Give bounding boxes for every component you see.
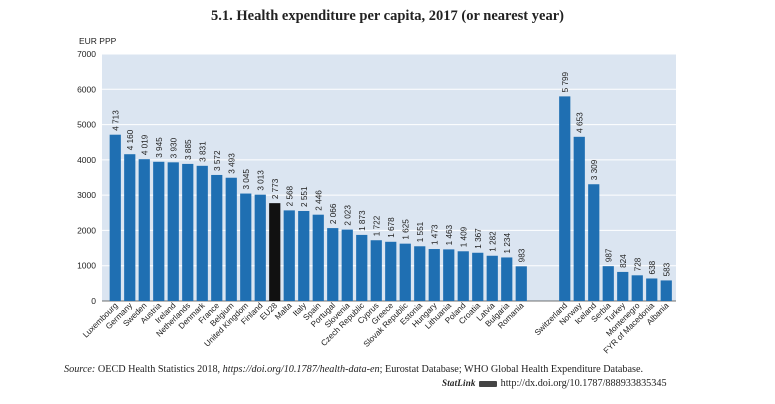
bar <box>631 275 643 301</box>
y-tick-label: 4000 <box>77 155 96 165</box>
data-label: 987 <box>604 248 613 262</box>
data-label: 2 066 <box>329 203 338 224</box>
data-label: 2 568 <box>285 185 294 206</box>
bar <box>370 240 382 301</box>
bar <box>457 251 469 301</box>
data-label: 3 930 <box>169 137 178 158</box>
source-text-b: ; Eurostat Database; WHO Global Health E… <box>379 364 644 375</box>
data-label: 1 722 <box>372 215 381 236</box>
bar <box>109 134 121 301</box>
y-tick-label: 1000 <box>77 261 96 271</box>
data-label: 1 473 <box>430 224 439 245</box>
data-label: 1 678 <box>387 217 396 238</box>
bar <box>399 243 411 301</box>
bar <box>486 255 498 301</box>
bar <box>153 161 165 301</box>
statlink: StatLink http://dx.doi.org/10.1787/888933… <box>442 378 667 389</box>
data-label: 824 <box>619 254 628 268</box>
chart-title: 5.1. Health expenditure per capita, 2017… <box>211 8 564 24</box>
statlink-url[interactable]: http://dx.doi.org/10.1787/888933835345 <box>500 378 667 389</box>
source-note: Source: OECD Health Statistics 2018, htt… <box>64 364 643 375</box>
data-label: 3 885 <box>184 139 193 160</box>
data-label: 728 <box>633 257 642 271</box>
bar <box>211 174 223 301</box>
data-label: 1 551 <box>416 221 425 242</box>
data-label: 638 <box>648 260 657 274</box>
bar <box>196 165 208 301</box>
source-link[interactable]: https://doi.org/10.1787/health-data-en <box>222 364 380 375</box>
data-label: 1 409 <box>459 226 468 247</box>
data-label: 4 713 <box>111 110 120 131</box>
source-text-a: OECD Health Statistics 2018, <box>95 364 223 375</box>
bar <box>269 203 281 301</box>
bar <box>385 241 397 301</box>
data-label: 1 282 <box>488 231 497 252</box>
statlink-arrow-icon <box>478 380 497 387</box>
bar <box>182 163 194 301</box>
data-label: 4 160 <box>126 129 135 150</box>
bar <box>167 162 179 301</box>
bar <box>559 96 571 301</box>
bar-chart: EUR PPP 0 1000 2000 3000 4000 5000 6000 7000 4 … <box>77 36 676 355</box>
bar <box>472 252 484 301</box>
y-tick-label: 7000 <box>77 49 96 59</box>
data-label: 3 045 <box>242 169 251 190</box>
data-label: 583 <box>662 262 671 276</box>
bar <box>443 249 455 301</box>
bar <box>327 228 339 301</box>
bar <box>515 266 527 301</box>
data-label: 1 625 <box>401 219 410 240</box>
data-label: 3 013 <box>256 170 265 191</box>
bar <box>138 159 150 301</box>
bar <box>283 210 295 301</box>
data-label: 3 945 <box>155 137 164 158</box>
x-axis-labels: LuxembourgGermanySwedenAustriaIrelandNet… <box>81 300 671 355</box>
bar <box>501 257 513 301</box>
y-tick-label: 5000 <box>77 120 96 130</box>
y-tick-label: 0 <box>91 296 96 306</box>
bar <box>341 229 353 301</box>
y-tick-label: 2000 <box>77 225 96 235</box>
bar <box>312 214 324 301</box>
data-label: 4 019 <box>140 134 149 155</box>
data-label: 983 <box>517 248 526 262</box>
data-label: 3 493 <box>227 153 236 174</box>
y-tick-label: 6000 <box>77 84 96 94</box>
bar <box>225 177 237 301</box>
bar <box>356 234 368 301</box>
bar <box>617 271 629 301</box>
data-label: 5 799 <box>561 71 570 92</box>
data-label: 1 367 <box>474 228 483 249</box>
bar <box>588 184 600 301</box>
data-label: 3 572 <box>213 150 222 171</box>
bar <box>414 246 426 301</box>
y-tick-label: 3000 <box>77 190 96 200</box>
data-label: 4 653 <box>575 112 584 133</box>
data-label: 3 309 <box>590 159 599 180</box>
y-axis-ticks: 0 1000 2000 3000 4000 5000 6000 7000 <box>77 49 96 306</box>
bar <box>573 136 585 301</box>
data-label: 1 234 <box>503 233 512 254</box>
bar <box>254 194 266 301</box>
data-label: 1 463 <box>445 224 454 245</box>
bar <box>240 193 252 301</box>
source-label: Source: <box>64 364 96 375</box>
data-label: 2 023 <box>343 205 352 226</box>
bar <box>646 278 658 301</box>
bar <box>124 154 136 301</box>
y-axis-label: EUR PPP <box>79 36 117 46</box>
data-labels: 4 713 4 160 4 019 3 945 3 930 3 885 3 831 3 572… <box>111 71 671 276</box>
bar <box>602 266 614 301</box>
bar <box>660 280 672 301</box>
data-label: 3 831 <box>198 141 207 162</box>
data-label: 1 873 <box>358 210 367 231</box>
bar <box>298 210 310 301</box>
data-label: 2 446 <box>314 190 323 211</box>
bar <box>428 249 440 301</box>
data-label: 2 773 <box>271 178 280 199</box>
statlink-brand: StatLink <box>442 378 476 388</box>
data-label: 2 551 <box>300 186 309 207</box>
bars <box>109 96 672 301</box>
